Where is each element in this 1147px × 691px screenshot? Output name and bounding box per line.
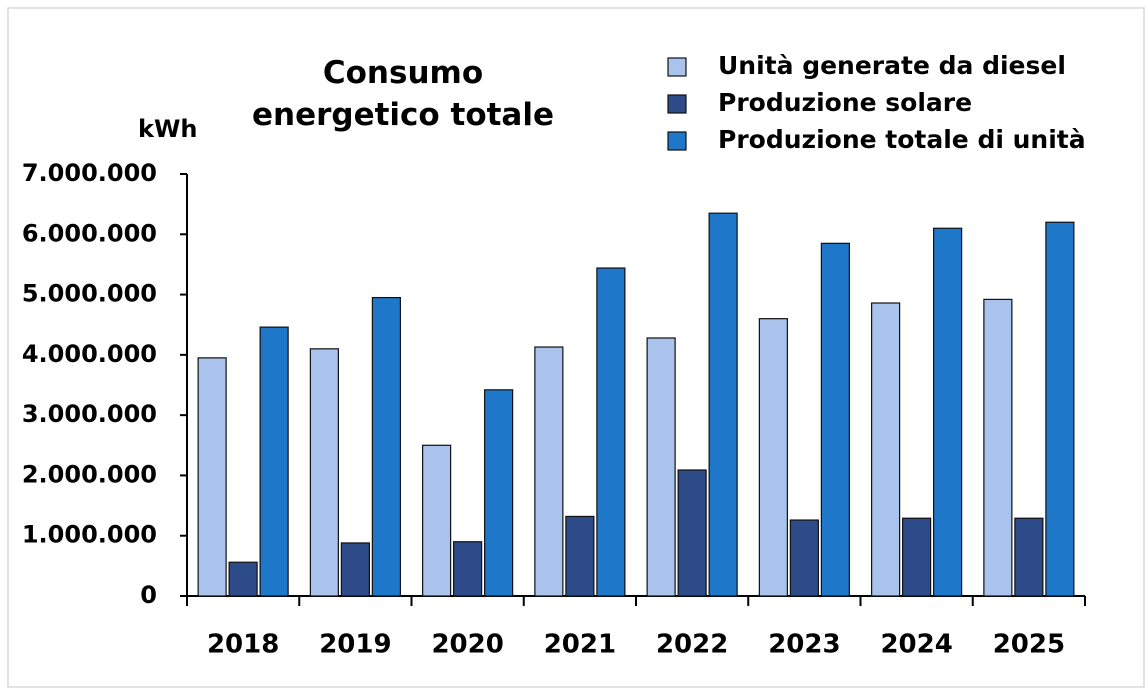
bar (309, 348, 339, 597)
y-tick-label: 3.000.000 (22, 400, 157, 428)
bar (1014, 517, 1044, 597)
y-tick-label: 4.000.000 (22, 340, 157, 368)
bar (789, 519, 819, 597)
bar (646, 337, 676, 597)
bar (453, 541, 483, 597)
bar (534, 346, 564, 597)
legend-swatch (667, 94, 687, 114)
x-tick-label: 2018 (207, 630, 279, 660)
bar (197, 357, 227, 597)
bar (871, 302, 901, 597)
legend-swatch (667, 131, 687, 151)
x-tick-label: 2020 (431, 630, 503, 660)
bar (228, 561, 258, 597)
chart-title: Consumo energetico totale (251, 55, 555, 133)
legend-label: Produzione solare (718, 88, 972, 117)
y-tick-label: 0 (140, 581, 157, 609)
x-tick-label: 2021 (544, 630, 616, 660)
x-tick-label: 2025 (993, 630, 1065, 660)
x-tick-label: 2023 (768, 630, 840, 660)
y-tick-label: 2.000.000 (22, 460, 157, 488)
chart-border (7, 7, 1145, 688)
bar (902, 517, 932, 597)
bar (340, 542, 370, 597)
bar (259, 326, 289, 597)
bar (820, 242, 850, 597)
legend-label: Unità generate da diesel (718, 51, 1066, 80)
y-axis-label: kWh (138, 115, 198, 143)
legend-label: Produzione totale di unità (718, 125, 1086, 154)
bar (933, 227, 963, 597)
bar (677, 469, 707, 597)
y-tick-label: 6.000.000 (22, 219, 157, 247)
bar (1045, 221, 1075, 597)
legend-swatch (667, 57, 687, 77)
bar (758, 318, 788, 597)
bar (371, 296, 401, 597)
bar (983, 298, 1013, 597)
y-tick-label: 7.000.000 (22, 159, 157, 187)
bar (596, 267, 626, 597)
x-tick-label: 2022 (656, 630, 728, 660)
y-tick-label: 5.000.000 (22, 280, 157, 308)
y-tick-label: 1.000.000 (22, 521, 157, 549)
bar (422, 444, 452, 597)
bar (484, 389, 514, 597)
x-tick-label: 2024 (880, 630, 952, 660)
x-tick-label: 2019 (319, 630, 391, 660)
bar (708, 212, 738, 597)
bar (565, 515, 595, 597)
